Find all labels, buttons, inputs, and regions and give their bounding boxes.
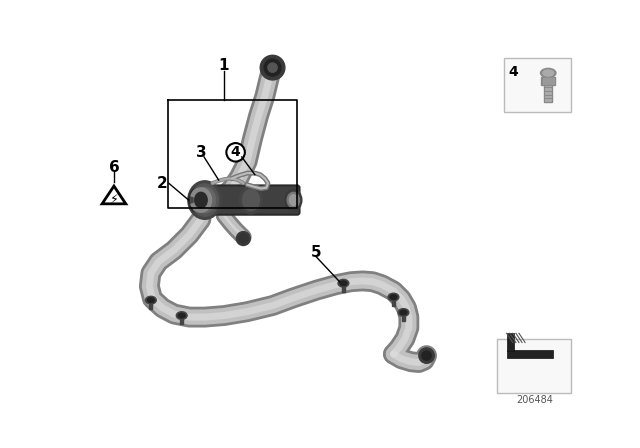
Text: 4: 4 [508, 65, 518, 78]
FancyBboxPatch shape [202, 185, 300, 215]
Ellipse shape [195, 192, 207, 208]
Ellipse shape [243, 189, 259, 211]
Ellipse shape [398, 309, 409, 316]
Text: 5: 5 [311, 245, 322, 260]
Bar [504, 58, 572, 112]
Ellipse shape [390, 295, 397, 299]
Ellipse shape [287, 192, 300, 208]
Text: 1: 1 [219, 58, 229, 73]
Ellipse shape [178, 313, 185, 318]
Ellipse shape [400, 310, 407, 315]
Ellipse shape [388, 293, 399, 301]
Ellipse shape [541, 69, 556, 78]
Bar [392, 300, 395, 306]
Bar [543, 78, 554, 84]
Ellipse shape [189, 186, 213, 214]
Circle shape [264, 59, 281, 76]
Ellipse shape [188, 181, 221, 220]
Circle shape [236, 232, 250, 246]
Ellipse shape [289, 195, 297, 206]
Bar [507, 350, 553, 358]
Ellipse shape [285, 189, 302, 211]
Bar [545, 85, 552, 102]
Ellipse shape [543, 70, 554, 76]
Text: 2: 2 [157, 176, 168, 190]
Circle shape [422, 351, 431, 360]
Circle shape [239, 234, 248, 243]
Text: 4: 4 [231, 145, 241, 159]
Ellipse shape [145, 296, 156, 304]
Polygon shape [102, 186, 126, 204]
Bar [342, 286, 345, 292]
Circle shape [268, 63, 277, 72]
Bar [541, 77, 555, 85]
Circle shape [260, 55, 285, 80]
Bar [402, 315, 405, 321]
Text: 3: 3 [196, 145, 206, 160]
Ellipse shape [194, 187, 216, 213]
Ellipse shape [340, 281, 347, 285]
Bar [497, 339, 572, 392]
Ellipse shape [191, 184, 219, 216]
Bar [149, 303, 152, 309]
Ellipse shape [338, 280, 349, 287]
Circle shape [227, 143, 245, 162]
Ellipse shape [239, 186, 262, 214]
Bar [545, 85, 552, 102]
Text: 6: 6 [109, 160, 119, 175]
Ellipse shape [176, 312, 187, 319]
Ellipse shape [192, 189, 210, 211]
Bar [507, 333, 515, 351]
Bar [180, 319, 183, 324]
Text: 206484: 206484 [516, 395, 553, 405]
Text: ⚡: ⚡ [109, 193, 118, 206]
Circle shape [419, 348, 435, 363]
Ellipse shape [147, 298, 154, 302]
